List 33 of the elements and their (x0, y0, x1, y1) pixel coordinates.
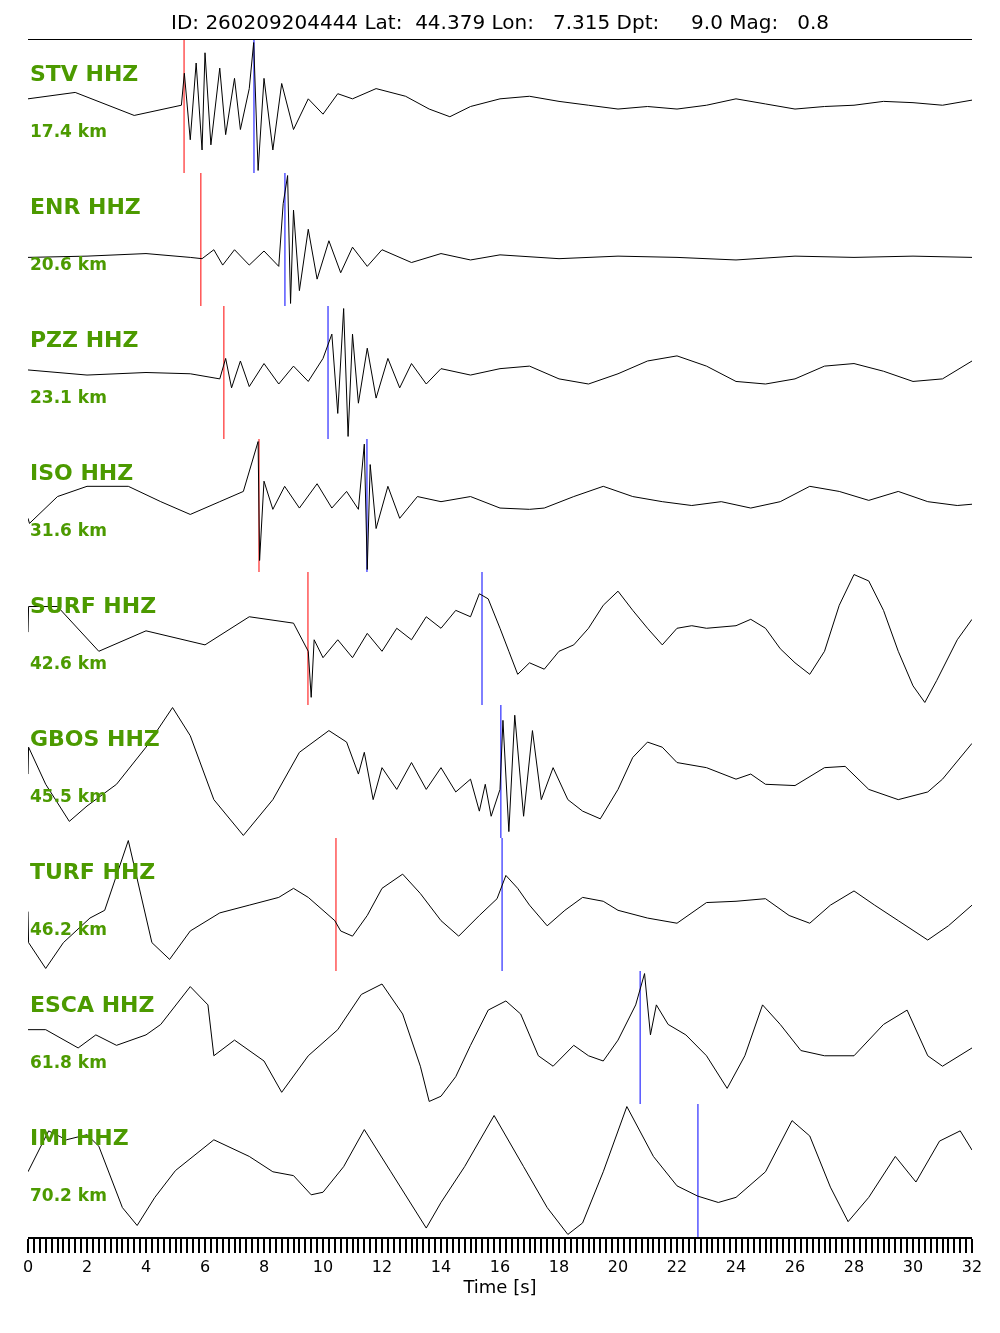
x-tick-label: 14 (430, 1257, 452, 1277)
x-tick-label: 8 (258, 1257, 270, 1277)
x-tick-label: 6 (199, 1257, 211, 1277)
x-tick-label: 10 (312, 1257, 334, 1277)
x-tick-label: 24 (725, 1257, 747, 1277)
annotation: 42.6 km (30, 653, 107, 673)
x-tick-label: 12 (371, 1257, 393, 1277)
x-tick-label: 4 (140, 1257, 152, 1277)
annotation: 20.6 km (30, 254, 107, 274)
annotation: 17.4 km (30, 121, 107, 141)
annotation: 31.6 km (30, 520, 107, 540)
annotation: 46.2 km (30, 919, 107, 939)
annotation: ISO HHZ (30, 460, 134, 485)
annotation: ESCA HHZ (30, 992, 155, 1017)
annotation: 23.1 km (30, 387, 107, 407)
x-axis-title: Time [s] (462, 1276, 537, 1298)
annotation: STV HHZ (30, 61, 139, 86)
x-tick-label: 22 (666, 1257, 688, 1277)
annotation: 70.2 km (30, 1185, 107, 1205)
x-tick-label: 26 (784, 1257, 806, 1277)
x-tick-label: 18 (548, 1257, 570, 1277)
chart-title: ID: 260209204444 Lat: 44.379 Lon: 7.315 Dpt: 9.0 Mag: 0.8 (171, 10, 830, 34)
x-tick-label: 20 (607, 1257, 629, 1277)
x-tick-label: 32 (961, 1257, 983, 1277)
x-tick-label: 2 (81, 1257, 93, 1277)
annotation: PZZ HHZ (30, 327, 139, 352)
x-tick-label: 28 (843, 1257, 865, 1277)
x-tick-label: 30 (902, 1257, 924, 1277)
x-tick-label: 0 (22, 1257, 34, 1277)
annotation: SURF HHZ (30, 593, 157, 618)
x-tick-label: 16 (489, 1257, 511, 1277)
annotation: ENR HHZ (30, 194, 141, 219)
annotation: 61.8 km (30, 1052, 107, 1072)
